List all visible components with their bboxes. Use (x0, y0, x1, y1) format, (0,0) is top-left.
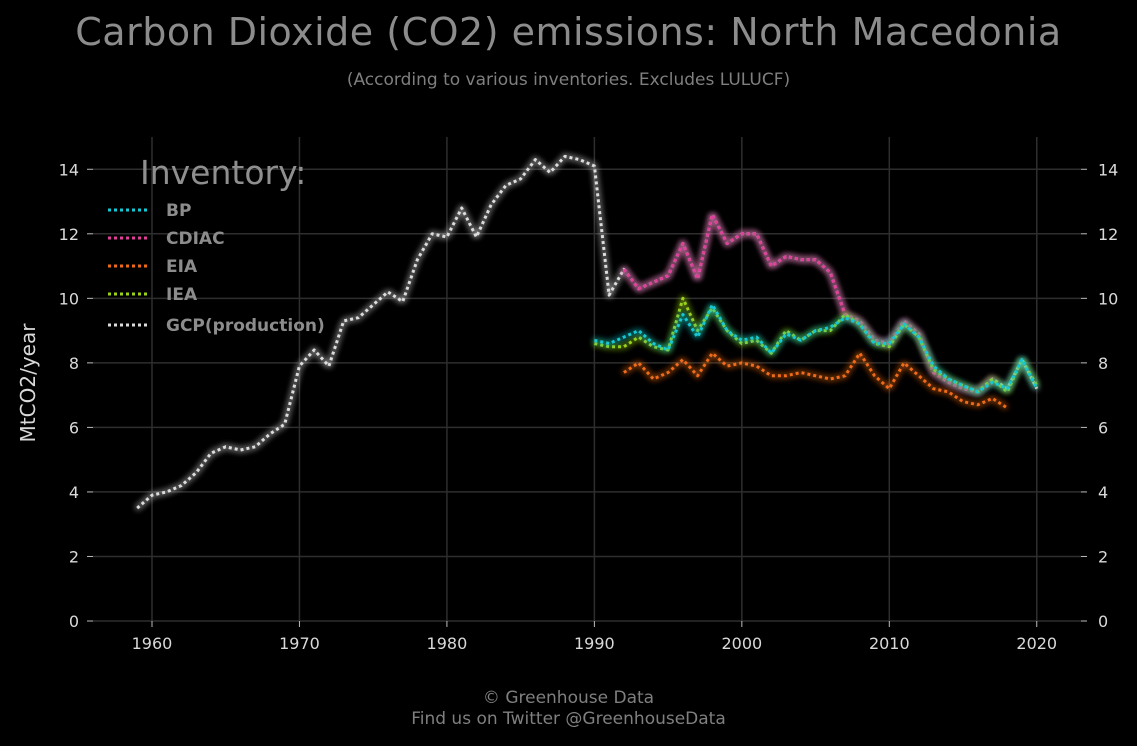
y-tick-label-left: 10 (59, 289, 79, 308)
legend-label: IEA (166, 285, 198, 305)
series-line-iea (594, 296, 1039, 394)
series-lines (136, 154, 1039, 510)
x-tick-label: 2010 (869, 634, 910, 653)
twitter-link[interactable]: Find us on Twitter @GreenhouseData (411, 709, 726, 729)
x-tick-label: 1980 (427, 634, 468, 653)
y-tick-label-left: 8 (69, 354, 79, 373)
legend-label: BP (166, 201, 191, 221)
y-tick-label-left: 12 (59, 225, 79, 244)
y-tick-label-right: 8 (1098, 354, 1108, 373)
series-line-eia (623, 351, 1009, 410)
x-tick-label: 2020 (1016, 634, 1057, 653)
legend-label: EIA (166, 257, 198, 277)
x-tick-label: 2000 (721, 634, 762, 653)
y-axis-label: MtCO2/year (16, 323, 40, 443)
y-tick-label-left: 2 (69, 547, 79, 566)
y-tick-label-right: 10 (1098, 289, 1118, 308)
y-tick-label-left: 14 (59, 160, 79, 179)
y-tick-label-right: 2 (1098, 547, 1108, 566)
series-line-bp (594, 303, 1039, 394)
legend-label: CDIAC (166, 229, 225, 249)
x-tick-label: 1990 (574, 634, 615, 653)
footer: © Greenhouse Data Find us on Twitter @Gr… (0, 688, 1137, 730)
grid (93, 137, 1081, 622)
legend: Inventory: BP CDIAC EIA IEA GCP(production) (108, 153, 325, 336)
chart-subtitle: (According to various inventories. Exclu… (346, 70, 791, 90)
copyright-text: © Greenhouse Data (482, 688, 655, 708)
series-line-gcp-production (136, 154, 1039, 510)
y-tick-label-left: 6 (69, 418, 79, 437)
y-tick-label-right: 0 (1098, 612, 1108, 631)
y-tick-label-right: 12 (1098, 225, 1118, 244)
y-tick-label-right: 6 (1098, 418, 1108, 437)
x-tick-label: 1960 (132, 634, 173, 653)
legend-title: Inventory: (140, 153, 306, 192)
y-tick-label-left: 0 (69, 612, 79, 631)
y-tick-label-right: 4 (1098, 483, 1108, 502)
axes: 1960 1970 1980 1990 2000 2010 2020 0 0 2 2 4 4 6 6 8 8 10… (16, 160, 1118, 653)
legend-label: GCP(production) (166, 316, 325, 336)
y-tick-label-left: 4 (69, 483, 79, 502)
series-line-cdiac (622, 212, 994, 394)
chart-title: Carbon Dioxide (CO2) emissions: North Ma… (75, 10, 1062, 54)
y-tick-label-right: 14 (1098, 160, 1118, 179)
x-tick-label: 1970 (279, 634, 320, 653)
